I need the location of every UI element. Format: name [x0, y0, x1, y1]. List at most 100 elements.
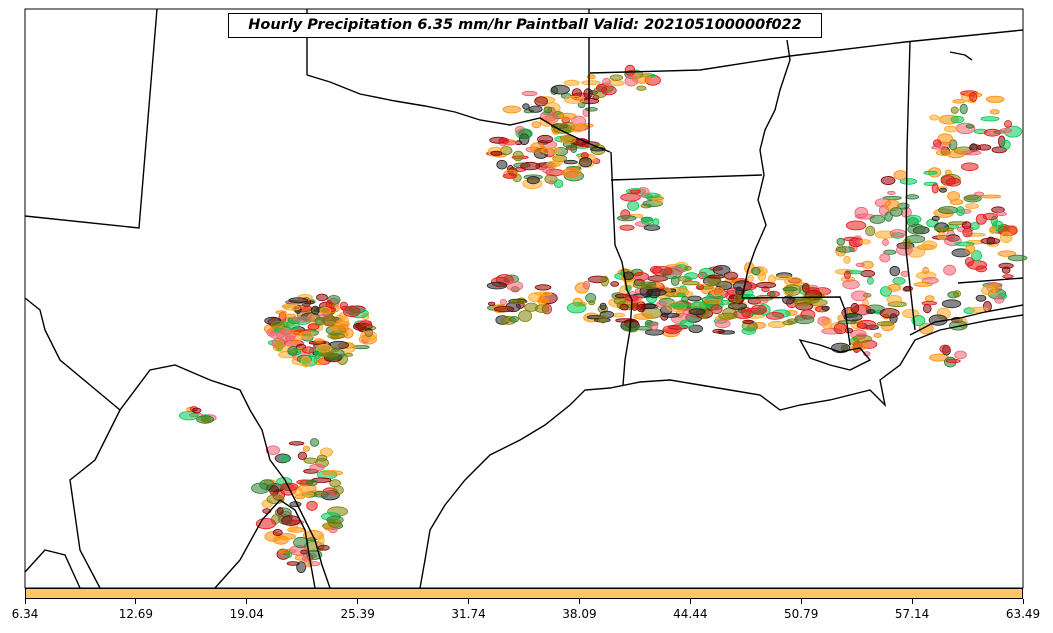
precip-blob — [937, 133, 954, 145]
precip-blob — [255, 517, 276, 530]
precip-blob — [945, 177, 962, 187]
map-title: Hourly Precipitation 6.35 mm/hr Paintbal… — [228, 13, 822, 38]
precip-blob — [985, 95, 1005, 103]
precip-blob — [636, 85, 647, 91]
precip-blob — [620, 193, 641, 202]
precip-blob — [855, 262, 865, 267]
precip-blob — [299, 491, 315, 498]
precip-blob — [598, 315, 608, 324]
precip-blob — [499, 298, 507, 305]
precip-blob — [941, 299, 962, 309]
precip-blob — [965, 244, 976, 255]
precip-blob — [765, 311, 785, 320]
precip-blob — [269, 485, 280, 496]
precip-blob — [695, 284, 705, 291]
precip-blob — [860, 269, 875, 278]
precip-blob — [306, 479, 318, 487]
precip-blob — [850, 302, 860, 314]
precip-blob — [265, 445, 280, 456]
tn-north-border — [589, 29, 1024, 74]
precip-blob — [845, 220, 867, 231]
precip-blob — [934, 227, 955, 232]
precip-blob — [624, 64, 636, 77]
colorbar-tick — [578, 599, 580, 604]
precip-blob — [487, 301, 496, 306]
precip-blob — [359, 320, 372, 327]
precip-blob — [866, 309, 876, 315]
boundaries — [24, 8, 1024, 589]
precip-blob — [534, 291, 552, 296]
ar-la-border — [610, 174, 763, 181]
precip-blob — [989, 226, 997, 234]
colorbar-tick-label: 57.14 — [894, 607, 930, 621]
precip-blob — [1000, 231, 1013, 244]
precip-blob — [550, 84, 570, 95]
precip-blob — [343, 352, 353, 357]
la-delta — [798, 338, 872, 371]
colorbar-tick — [1022, 599, 1024, 604]
precip-blob — [626, 200, 640, 211]
precip-blob — [887, 190, 896, 195]
precip-blob — [645, 329, 665, 336]
precip-blob — [902, 308, 920, 319]
precip-blob — [317, 534, 325, 546]
precip-blob — [1007, 254, 1028, 262]
precip-blob — [541, 147, 562, 155]
precip-blob — [266, 494, 285, 505]
precip-blob — [637, 303, 646, 311]
precip-blob — [179, 411, 199, 421]
precip-blob — [710, 304, 723, 315]
precip-blob — [321, 315, 338, 327]
precip-blob — [327, 518, 342, 529]
precip-blob — [902, 238, 912, 248]
precip-blob — [281, 455, 290, 463]
ms-coast-florida — [909, 304, 1024, 336]
precip-blob — [296, 561, 307, 573]
precip-blob — [552, 155, 564, 166]
precip-blob — [889, 207, 903, 217]
precip-blob — [292, 316, 312, 323]
precip-blob — [563, 79, 580, 86]
precip-blob — [498, 137, 510, 144]
precip-blob — [316, 293, 328, 302]
precip-blob — [852, 334, 872, 343]
precip-blob — [892, 276, 906, 285]
precip-blob — [946, 150, 965, 159]
precip-blob — [859, 239, 871, 245]
precip-blob — [921, 301, 938, 306]
precip-blob — [552, 123, 572, 134]
precip-blob — [309, 438, 320, 447]
precip-blob — [712, 264, 731, 275]
precip-blob — [564, 95, 585, 104]
precip-blob — [980, 237, 1001, 245]
precip-blob — [307, 323, 320, 331]
precip-blob — [954, 350, 967, 360]
precip-blob — [558, 112, 577, 121]
precip-blob — [980, 285, 996, 296]
precip-blob — [640, 217, 654, 225]
precip-blob — [518, 310, 533, 322]
precip-blob — [962, 227, 973, 238]
precip-blob — [805, 287, 820, 294]
precip-blob — [561, 168, 582, 178]
precip-blob — [496, 159, 508, 170]
precip-blob — [541, 164, 554, 174]
precip-blob — [704, 298, 722, 304]
colorbar-tick — [24, 599, 26, 604]
precip-blob — [669, 302, 689, 308]
precip-blob — [710, 286, 725, 297]
precip-blob — [275, 310, 287, 315]
precip-blob — [980, 116, 1000, 122]
precip-blob — [931, 145, 947, 150]
precip-blob — [581, 80, 601, 86]
precip-blob — [617, 215, 637, 222]
red-river — [306, 74, 611, 153]
precip-blob — [643, 224, 661, 231]
precip-blob — [893, 170, 908, 181]
precip-blob — [311, 305, 320, 315]
precip-blob — [317, 544, 330, 551]
precip-blob — [782, 286, 798, 292]
precip-blob — [537, 295, 547, 306]
precip-blob — [566, 302, 587, 314]
